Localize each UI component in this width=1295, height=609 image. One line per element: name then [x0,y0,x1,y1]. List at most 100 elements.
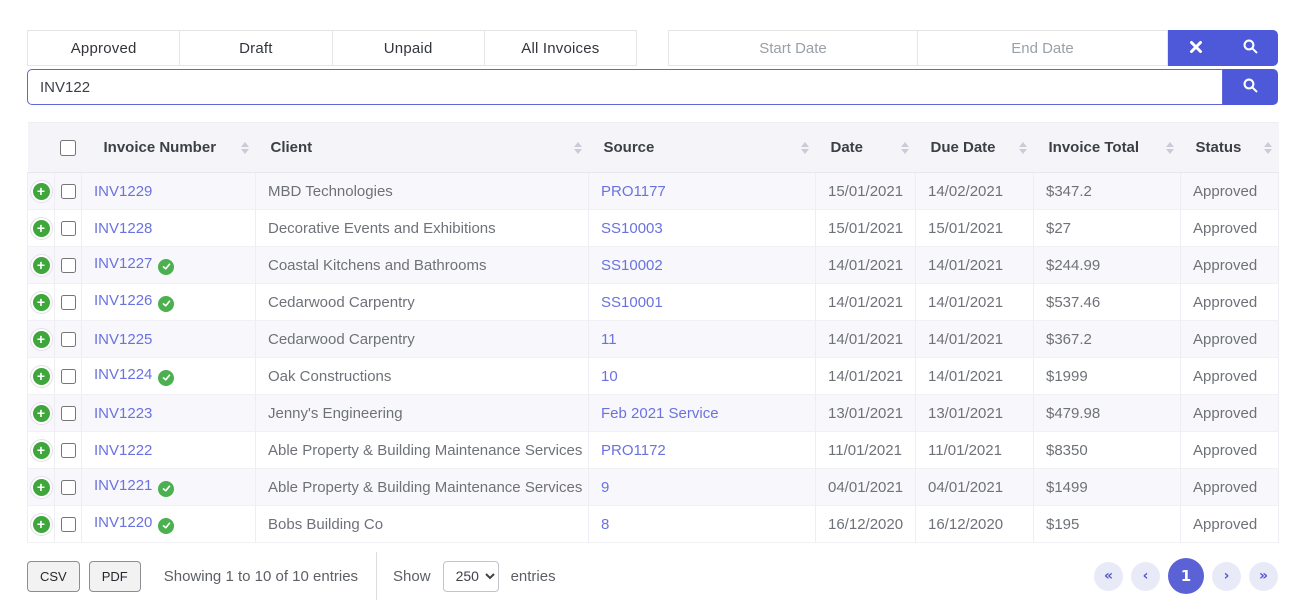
verified-check-icon [158,369,175,386]
source-cell: 10 [588,357,816,395]
invoice-total-cell: $1999 [1033,357,1181,395]
row-checkbox[interactable] [60,258,76,274]
filter-row: Approved Draft Unpaid All Invoices [27,30,1278,66]
page-size-select[interactable]: 250 [442,560,499,592]
source-link[interactable]: 8 [601,515,610,533]
row-checkbox[interactable] [60,369,76,385]
date-cell: 14/01/2021 [815,246,916,284]
due-date-cell: 14/01/2021 [915,357,1034,395]
verified-check-icon [158,258,175,275]
tab-unpaid[interactable]: Unpaid [332,30,485,66]
end-date-input[interactable] [918,30,1168,66]
table-row: + INV1224 Oak Constructions 10 14/01/202… [27,357,1279,395]
plus-icon[interactable]: + [32,515,50,533]
header-due-date[interactable]: Due Date [915,122,1034,173]
invoice-number-cell: INV1227 [81,246,256,284]
export-csv-button[interactable]: CSV [27,560,80,592]
source-link[interactable]: PRO1172 [601,441,666,459]
source-link[interactable]: 10 [601,367,618,385]
sort-icon [240,141,249,154]
header-client[interactable]: Client [255,122,589,173]
page-1-button[interactable]: 1 [1168,558,1204,594]
row-checkbox[interactable] [60,406,76,422]
first-page-button[interactable]: « [1094,561,1123,591]
plus-icon[interactable]: + [32,404,50,422]
source-link[interactable]: 11 [601,330,617,348]
tab-draft[interactable]: Draft [180,30,333,66]
header-label: Status [1195,139,1242,156]
due-date-cell: 13/01/2021 [915,394,1034,432]
invoice-number-link[interactable]: INV1226 [94,292,153,310]
invoice-number-link[interactable]: INV1220 [94,514,153,532]
row-checkbox[interactable] [60,480,76,496]
invoice-total-cell: $537.46 [1033,283,1181,321]
source-cell: SS10002 [588,246,816,284]
plus-icon[interactable]: + [32,330,50,348]
source-cell: PRO1172 [588,431,816,469]
expand-cell: + [27,246,55,284]
date-search-button[interactable] [1223,30,1278,66]
row-checkbox[interactable] [60,295,76,311]
row-checkbox[interactable] [60,517,76,533]
invoice-number-link[interactable]: INV1221 [94,477,153,495]
select-all-checkbox[interactable] [60,140,76,157]
client-cell: Oak Constructions [255,357,589,395]
invoice-number-cell: INV1220 [81,505,256,543]
invoice-number-link[interactable]: INV1228 [94,219,153,237]
expand-cell: + [27,320,55,358]
tab-approved[interactable]: Approved [27,30,181,66]
source-link[interactable]: Feb 2021 Service [601,404,719,422]
invoice-number-link[interactable]: INV1224 [94,366,153,384]
client-cell: Able Property & Building Maintenance Ser… [255,468,589,506]
export-pdf-button[interactable]: PDF [88,560,141,592]
source-link[interactable]: PRO1177 [601,182,666,200]
search-button[interactable] [1223,69,1278,105]
sort-icon [1165,141,1174,154]
row-checkbox[interactable] [60,332,76,348]
previous-page-button[interactable]: ‹ [1131,561,1160,591]
source-cell: Feb 2021 Service [588,394,816,432]
table-row: + INV1222 Able Property & Building Maint… [27,431,1279,469]
invoice-number-link[interactable]: INV1227 [94,255,153,273]
table-row: + INV1223 Jenny's Engineering Feb 2021 S… [27,394,1279,432]
plus-icon[interactable]: + [32,441,50,459]
checkbox-cell [54,394,82,432]
source-link[interactable]: 9 [601,478,610,496]
invoice-number-link[interactable]: INV1222 [94,441,153,459]
last-page-button[interactable]: » [1249,561,1278,591]
invoice-number-link[interactable]: INV1223 [94,404,153,422]
header-invoice-number[interactable]: Invoice Number [81,122,256,173]
next-page-button[interactable]: › [1212,561,1241,591]
plus-icon[interactable]: + [32,182,50,200]
header-date[interactable]: Date [815,122,916,173]
source-link[interactable]: SS10001 [601,293,663,311]
table-row: + INV1225 Cedarwood Carpentry 11 14/01/2… [27,320,1279,358]
plus-icon[interactable]: + [32,293,50,311]
invoice-number-link[interactable]: INV1229 [94,182,153,200]
status-cell: Approved [1180,246,1279,284]
clear-filters-button[interactable] [1168,30,1223,66]
client-cell: Bobs Building Co [255,505,589,543]
checkbox-cell [54,431,82,469]
plus-icon[interactable]: + [32,219,50,237]
plus-icon[interactable]: + [32,478,50,496]
invoice-number-cell: INV1222 [81,431,256,469]
header-source[interactable]: Source [588,122,816,173]
row-checkbox[interactable] [60,184,76,200]
start-date-input[interactable] [668,30,918,66]
source-link[interactable]: SS10003 [601,219,663,237]
row-checkbox[interactable] [60,443,76,459]
header-invoice-total[interactable]: Invoice Total [1033,122,1181,173]
row-checkbox[interactable] [60,221,76,237]
source-cell: SS10001 [588,283,816,321]
invoice-number-link[interactable]: INV1225 [94,330,153,348]
tab-all-invoices[interactable]: All Invoices [484,30,637,66]
status-cell: Approved [1180,394,1279,432]
status-cell: Approved [1180,357,1279,395]
source-link[interactable]: SS10002 [601,256,663,274]
plus-icon[interactable]: + [32,367,50,385]
plus-icon[interactable]: + [32,256,50,274]
header-label: Invoice Total [1048,139,1140,156]
header-status[interactable]: Status [1180,122,1279,173]
search-input[interactable] [27,69,1223,105]
